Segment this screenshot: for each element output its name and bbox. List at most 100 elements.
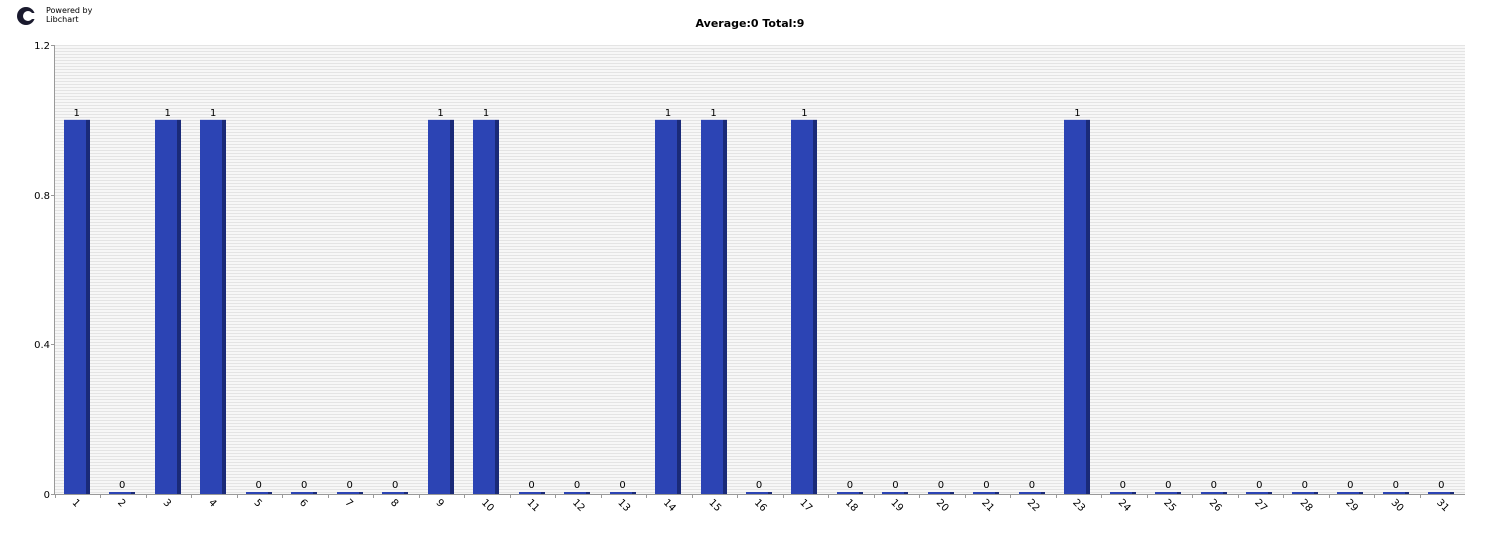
bar-shade bbox=[859, 492, 863, 494]
x-tick-label: 30 bbox=[1389, 497, 1406, 514]
plot-background bbox=[55, 45, 1465, 494]
bar bbox=[1110, 492, 1132, 494]
bar-shade bbox=[359, 492, 363, 494]
powered-by-line1: Powered by bbox=[46, 6, 93, 15]
x-tick-label: 14 bbox=[661, 497, 678, 514]
bar-shade bbox=[904, 492, 908, 494]
bar bbox=[1155, 492, 1177, 494]
bar-shade bbox=[450, 119, 454, 494]
data-label: 0 bbox=[119, 480, 125, 491]
powered-by-line2: Libchart bbox=[46, 15, 79, 24]
libchart-logo: Powered by Libchart bbox=[16, 4, 106, 28]
x-tick-label: 22 bbox=[1025, 497, 1042, 514]
data-label: 1 bbox=[210, 108, 216, 119]
bar bbox=[655, 119, 677, 494]
data-label: 0 bbox=[1438, 480, 1444, 491]
bar bbox=[564, 492, 586, 494]
data-label: 0 bbox=[346, 480, 352, 491]
data-label: 0 bbox=[938, 480, 944, 491]
bar-shade bbox=[1177, 492, 1181, 494]
x-tick-label: 29 bbox=[1343, 497, 1360, 514]
x-tick-label: 10 bbox=[479, 497, 496, 514]
bar-shade bbox=[131, 492, 135, 494]
x-tick-label: 25 bbox=[1161, 497, 1178, 514]
bar-shade bbox=[677, 119, 681, 494]
y-tick-label: 0.4 bbox=[34, 340, 50, 351]
data-label: 1 bbox=[437, 108, 443, 119]
data-label: 0 bbox=[255, 480, 261, 491]
bar-shade bbox=[222, 119, 226, 494]
x-tick-label: 20 bbox=[934, 497, 951, 514]
x-tick-label: 12 bbox=[570, 497, 587, 514]
bar-shade bbox=[1359, 492, 1363, 494]
bar bbox=[701, 119, 723, 494]
bar-shade bbox=[313, 492, 317, 494]
bar-shade bbox=[1132, 492, 1136, 494]
x-tick-label: 21 bbox=[979, 497, 996, 514]
bar bbox=[200, 119, 222, 494]
bar-shade bbox=[768, 492, 772, 494]
bar bbox=[1428, 492, 1450, 494]
bar-layer bbox=[64, 119, 1454, 494]
x-tick-label: 24 bbox=[1116, 497, 1133, 514]
bar bbox=[155, 119, 177, 494]
bar bbox=[928, 492, 950, 494]
bar bbox=[382, 492, 404, 494]
x-tick-label: 7 bbox=[343, 497, 355, 509]
powered-by-text: Powered by Libchart bbox=[46, 6, 92, 24]
x-tick-label: 16 bbox=[752, 497, 769, 514]
bar bbox=[1292, 492, 1314, 494]
bar bbox=[519, 492, 541, 494]
data-label: 0 bbox=[528, 480, 534, 491]
bar bbox=[64, 119, 86, 494]
x-tick-label: 27 bbox=[1252, 497, 1269, 514]
data-label: 0 bbox=[574, 480, 580, 491]
bar-shade bbox=[1223, 492, 1227, 494]
bar bbox=[746, 492, 768, 494]
bar bbox=[1337, 492, 1359, 494]
x-tick-label: 1 bbox=[70, 497, 82, 509]
bar bbox=[473, 119, 495, 494]
data-label: 1 bbox=[483, 108, 489, 119]
bar-shade bbox=[1450, 492, 1454, 494]
bar-shade bbox=[1268, 492, 1272, 494]
x-tick-label: 11 bbox=[524, 497, 541, 514]
x-tick-label: 19 bbox=[888, 497, 905, 514]
x-tick-label: 23 bbox=[1070, 497, 1087, 514]
data-label: 0 bbox=[392, 480, 398, 491]
bar-shade bbox=[86, 119, 90, 494]
grid-layer bbox=[55, 45, 1465, 494]
bar bbox=[1019, 492, 1041, 494]
bar-shade bbox=[268, 492, 272, 494]
bar bbox=[610, 492, 632, 494]
bar-shade bbox=[632, 492, 636, 494]
bar bbox=[109, 492, 131, 494]
y-tick-label: 1.2 bbox=[34, 41, 50, 52]
data-label: 0 bbox=[983, 480, 989, 491]
bar bbox=[291, 492, 313, 494]
bar bbox=[791, 119, 813, 494]
bar-shade bbox=[950, 492, 954, 494]
bar-shade bbox=[404, 492, 408, 494]
axis-layer: 0 0.4 0.8 1.2 bbox=[34, 41, 1465, 501]
x-tick-label: 17 bbox=[797, 497, 814, 514]
bar bbox=[1383, 492, 1405, 494]
y-tick-label: 0 bbox=[44, 490, 50, 501]
x-tick-label: 5 bbox=[252, 497, 264, 509]
bar-shade bbox=[1041, 492, 1045, 494]
x-tick-label: 4 bbox=[206, 497, 218, 509]
x-tick-label: 18 bbox=[843, 497, 860, 514]
data-label: 0 bbox=[1256, 480, 1262, 491]
data-label: 0 bbox=[756, 480, 762, 491]
data-label: 1 bbox=[74, 108, 80, 119]
data-label: 0 bbox=[1029, 480, 1035, 491]
x-tick-label: 26 bbox=[1207, 497, 1224, 514]
x-tick-label: 28 bbox=[1298, 497, 1315, 514]
data-label: 0 bbox=[1211, 480, 1217, 491]
bar bbox=[1201, 492, 1223, 494]
chart-title: Average:0 Total:9 bbox=[695, 17, 805, 30]
x-tick-label: 31 bbox=[1434, 497, 1451, 514]
bar-shade bbox=[177, 119, 181, 494]
bar-shade bbox=[541, 492, 545, 494]
